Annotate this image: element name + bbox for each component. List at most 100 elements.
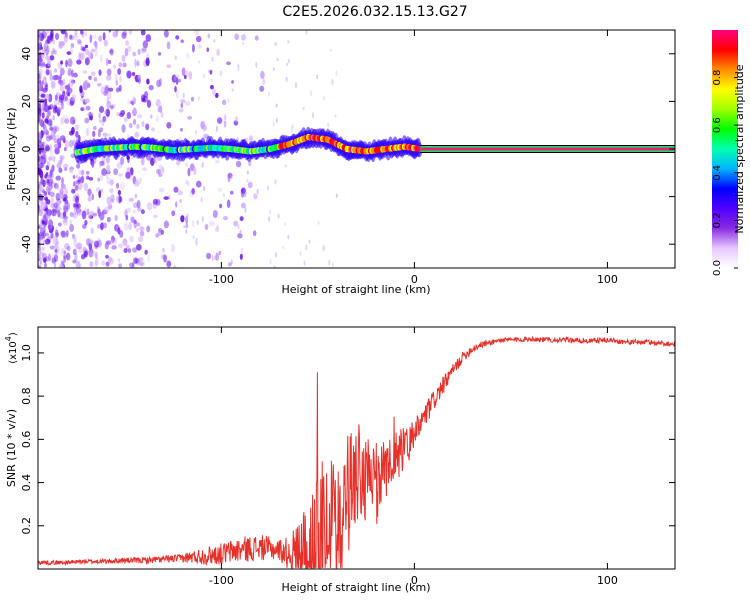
noise-speck [128, 222, 132, 231]
noise-speck [223, 120, 227, 128]
spectrogram-y-ticks: -40 -20 0 20 40 [20, 47, 675, 253]
noise-speck [118, 243, 123, 248]
noise-speck [38, 209, 43, 217]
noise-speck [145, 123, 150, 131]
noise-speck [95, 187, 101, 192]
y-tick-label: -20 [20, 188, 33, 206]
noise-speck [134, 131, 140, 138]
noise-speck [38, 245, 41, 252]
noise-speck [87, 188, 92, 197]
noise-speck [64, 146, 67, 152]
noise-speck [259, 85, 265, 92]
noise-speck [106, 68, 112, 76]
noise-speck [276, 57, 279, 62]
noise-speck [74, 124, 80, 131]
noise-speck [86, 175, 90, 180]
noise-speck [105, 155, 110, 164]
noise-speck [76, 203, 81, 209]
noise-speck [44, 49, 50, 54]
noise-speck [38, 155, 41, 163]
noise-speck [49, 178, 54, 185]
noise-speck [92, 130, 96, 138]
noise-speck [94, 48, 98, 58]
snr-multiplier-close: ) [8, 332, 19, 336]
noise-speck [127, 248, 132, 254]
noise-speck [73, 181, 76, 187]
noise-speck [79, 87, 83, 94]
noise-speck [231, 80, 234, 84]
noise-speck [109, 239, 115, 245]
noise-speck [103, 90, 108, 96]
noise-speck [73, 33, 79, 41]
noise-speck [227, 172, 233, 179]
noise-speck [222, 215, 228, 221]
noise-speck [200, 121, 205, 130]
noise-speck [209, 221, 215, 227]
colorbar-tick-label: 0.2 [712, 212, 723, 228]
noise-speck [133, 257, 138, 265]
noise-speck [102, 222, 108, 229]
noise-speck [146, 78, 150, 85]
noise-speck [282, 245, 285, 250]
noise-speck [103, 39, 108, 47]
noise-speck [141, 48, 147, 54]
noise-speck [118, 173, 124, 177]
noise-speck [221, 99, 227, 106]
noise-speck [132, 247, 138, 253]
noise-speck [145, 57, 150, 67]
noise-speck [99, 160, 105, 166]
noise-speck [273, 265, 276, 268]
noise-speck [39, 62, 44, 68]
noise-speck [46, 30, 50, 34]
noise-speck [132, 118, 137, 125]
noise-speck [45, 199, 51, 205]
noise-speck [187, 116, 193, 120]
noise-speck [136, 123, 140, 129]
noise-speck [88, 239, 94, 245]
noise-speck [77, 181, 83, 191]
noise-speck [38, 115, 41, 124]
noise-speck [137, 74, 141, 81]
noise-speck [40, 177, 44, 185]
noise-speck [109, 179, 115, 186]
noise-speck [139, 226, 145, 231]
noise-speck [92, 125, 97, 131]
noise-speck [40, 129, 44, 139]
noise-speck [122, 238, 128, 246]
noise-speck [57, 209, 61, 218]
noise-speck [74, 30, 78, 37]
noise-speck [145, 34, 152, 42]
noise-speck [226, 61, 231, 66]
noise-speck [160, 112, 164, 118]
noise-speck [157, 52, 162, 56]
noise-speck [146, 225, 151, 233]
noise-speck [147, 255, 151, 263]
noise-speck [117, 227, 121, 235]
noise-speck [106, 196, 111, 205]
noise-speck [152, 198, 158, 205]
noise-speck [140, 209, 145, 215]
noise-speck [204, 223, 209, 231]
noise-speck [102, 32, 106, 41]
snr-multiplier-exponent: 4 [4, 336, 13, 341]
noise-speck [67, 68, 72, 77]
noise-speck [62, 78, 66, 86]
noise-speck [128, 262, 135, 268]
noise-speck [335, 193, 338, 198]
noise-speck [41, 219, 46, 225]
noise-speck [237, 233, 243, 239]
noise-speck [123, 222, 129, 231]
noise-speck [92, 212, 97, 217]
noise-speck [161, 166, 165, 174]
noise-speck [106, 74, 112, 81]
spectrogram-x-label: Height of straight line (km) [281, 283, 430, 296]
noise-speck [216, 117, 223, 124]
noise-speck [140, 157, 145, 166]
noise-speck [60, 30, 67, 35]
y-tick-label: 40 [20, 47, 33, 61]
noise-speck [56, 245, 60, 255]
noise-speck [242, 41, 245, 45]
noise-speck [38, 148, 42, 155]
noise-speck [173, 265, 177, 268]
noise-speck [234, 33, 239, 41]
